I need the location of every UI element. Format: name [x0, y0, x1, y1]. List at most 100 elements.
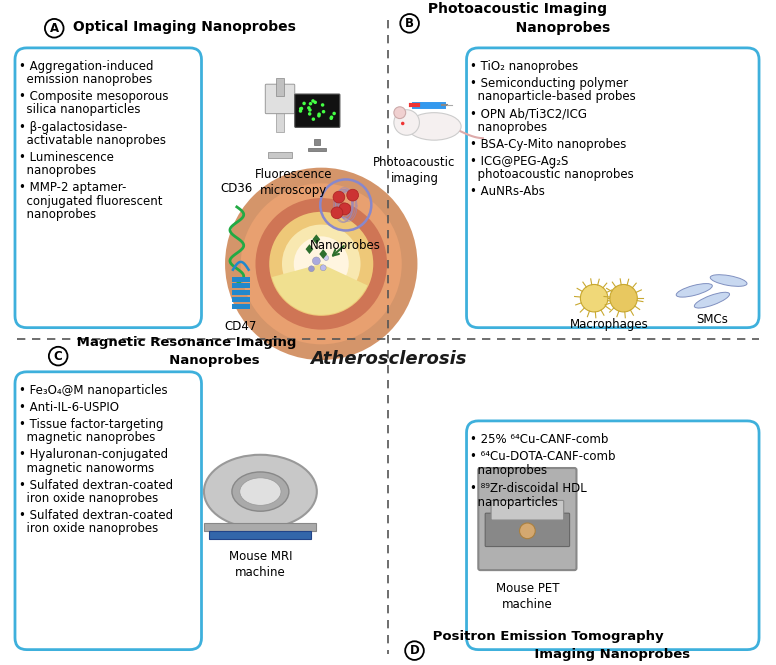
Text: C: C: [54, 350, 63, 362]
Circle shape: [401, 122, 404, 125]
Text: • Anti-IL-6-USPIO: • Anti-IL-6-USPIO: [19, 401, 119, 414]
Text: Macrophages: Macrophages: [570, 318, 648, 331]
Text: CD36: CD36: [220, 182, 253, 195]
Text: CD47: CD47: [224, 320, 257, 332]
Circle shape: [255, 198, 387, 330]
Circle shape: [330, 116, 334, 119]
Text: • ⁶⁴Cu-DOTA-CANF-comb: • ⁶⁴Cu-DOTA-CANF-comb: [470, 450, 616, 464]
Circle shape: [610, 285, 637, 312]
Text: magnetic nanoprobes: magnetic nanoprobes: [19, 431, 155, 444]
FancyBboxPatch shape: [15, 372, 202, 650]
Circle shape: [269, 212, 373, 316]
FancyBboxPatch shape: [491, 501, 563, 520]
Circle shape: [225, 168, 417, 360]
Text: nanoprobes: nanoprobes: [19, 208, 96, 221]
Circle shape: [394, 110, 419, 135]
Circle shape: [308, 108, 312, 112]
Circle shape: [333, 192, 345, 203]
Text: iron oxide nanoprobes: iron oxide nanoprobes: [19, 492, 158, 505]
FancyBboxPatch shape: [466, 421, 759, 650]
Text: Photoacoustic Imaging
                   Nanoprobes: Photoacoustic Imaging Nanoprobes: [424, 2, 611, 35]
Text: nanoprobes: nanoprobes: [19, 164, 96, 177]
Circle shape: [405, 641, 424, 660]
Bar: [210, 531, 311, 539]
Text: • TiO₂ nanoprobes: • TiO₂ nanoprobes: [470, 60, 579, 72]
Text: D: D: [410, 644, 419, 657]
Text: A: A: [50, 22, 59, 35]
Text: • ICG@PEG-Ag₂S: • ICG@PEG-Ag₂S: [470, 155, 569, 168]
Text: Positron Emission Tomography
                       Imaging Nanoprobes: Positron Emission Tomography Imaging Nan…: [428, 630, 691, 661]
Circle shape: [299, 109, 303, 113]
Text: nanoparticles: nanoparticles: [470, 495, 558, 509]
FancyBboxPatch shape: [466, 48, 759, 328]
Circle shape: [347, 190, 359, 201]
Bar: [268, 152, 292, 158]
Bar: [232, 297, 250, 302]
Circle shape: [520, 523, 535, 539]
Text: • β-galactosidase-: • β-galactosidase-: [19, 120, 127, 134]
Text: • Fe₃O₄@M nanoparticles: • Fe₃O₄@M nanoparticles: [19, 384, 168, 396]
Text: photoacoustic nanoprobes: photoacoustic nanoprobes: [470, 168, 634, 181]
Text: • Composite mesoporous: • Composite mesoporous: [19, 90, 168, 103]
Bar: [204, 523, 317, 531]
Text: • Hyaluronan-conjugated: • Hyaluronan-conjugated: [19, 448, 168, 462]
Text: • 25% ⁶⁴Cu-CANF-comb: • 25% ⁶⁴Cu-CANF-comb: [470, 433, 609, 446]
Bar: [232, 291, 250, 295]
Circle shape: [309, 102, 312, 106]
Circle shape: [45, 19, 64, 38]
Ellipse shape: [407, 112, 461, 140]
Ellipse shape: [240, 478, 281, 505]
Bar: [276, 78, 284, 96]
FancyBboxPatch shape: [485, 513, 570, 547]
Text: • MMP-2 aptamer-: • MMP-2 aptamer-: [19, 182, 126, 194]
Bar: [232, 277, 250, 281]
Circle shape: [309, 266, 314, 272]
Text: • Sulfated dextran-coated: • Sulfated dextran-coated: [19, 509, 173, 522]
Text: • BSA-Cy-Mito nanoprobes: • BSA-Cy-Mito nanoprobes: [470, 138, 627, 151]
Ellipse shape: [710, 275, 747, 287]
Polygon shape: [319, 249, 327, 259]
Circle shape: [332, 112, 336, 115]
FancyBboxPatch shape: [265, 84, 295, 114]
Text: Magnetic Resonance Imaging
                     Nanoprobes: Magnetic Resonance Imaging Nanoprobes: [72, 336, 296, 366]
Circle shape: [241, 184, 402, 344]
Circle shape: [317, 112, 321, 116]
Circle shape: [300, 106, 303, 110]
Ellipse shape: [232, 472, 289, 511]
Circle shape: [303, 102, 306, 105]
Text: • Tissue factor-targeting: • Tissue factor-targeting: [19, 418, 164, 431]
Circle shape: [320, 103, 324, 106]
Text: conjugated fluorescent: conjugated fluorescent: [19, 195, 162, 207]
Circle shape: [307, 106, 310, 110]
Circle shape: [324, 255, 328, 261]
Text: magnetic nanoworms: magnetic nanoworms: [19, 462, 154, 475]
Text: • AuNRs-Abs: • AuNRs-Abs: [470, 186, 546, 198]
Circle shape: [282, 225, 361, 303]
Circle shape: [580, 285, 608, 312]
Text: • OPN Ab/Ti3C2/ICG: • OPN Ab/Ti3C2/ICG: [470, 107, 587, 120]
Circle shape: [294, 236, 348, 291]
FancyBboxPatch shape: [478, 468, 577, 570]
Circle shape: [331, 207, 343, 219]
Text: • Luminescence: • Luminescence: [19, 151, 114, 164]
Text: nanoparticle-based probes: nanoparticle-based probes: [470, 90, 636, 103]
Text: iron oxide nanoprobes: iron oxide nanoprobes: [19, 523, 158, 535]
Bar: [232, 304, 250, 309]
Circle shape: [330, 116, 333, 120]
Text: Photoacoustic
imaging: Photoacoustic imaging: [373, 156, 456, 185]
Circle shape: [311, 99, 315, 102]
Text: activatable nanoprobes: activatable nanoprobes: [19, 134, 166, 147]
Text: emission nanoprobes: emission nanoprobes: [19, 73, 152, 86]
Circle shape: [313, 257, 320, 265]
Circle shape: [400, 14, 419, 33]
Text: Fluorescence
microscopy: Fluorescence microscopy: [255, 168, 332, 197]
Circle shape: [49, 346, 68, 366]
Circle shape: [308, 112, 311, 116]
Circle shape: [339, 203, 351, 215]
Polygon shape: [306, 244, 314, 254]
Bar: [232, 283, 250, 289]
Circle shape: [394, 107, 406, 118]
Text: Mouse PET
machine: Mouse PET machine: [496, 582, 559, 611]
Text: • ⁸⁹Zr-discoidal HDL: • ⁸⁹Zr-discoidal HDL: [470, 481, 587, 495]
Text: nanoprobes: nanoprobes: [470, 120, 548, 134]
